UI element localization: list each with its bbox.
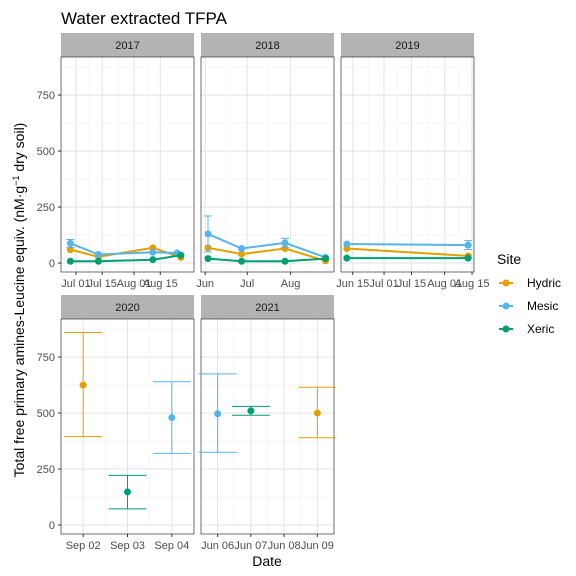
data-point [177,252,184,259]
data-point [149,256,156,263]
x-tick-label: Jul [240,278,254,290]
x-tick-label: Jul 01 [369,278,398,290]
y-tick-label: 250 [37,464,55,476]
legend-items: Hydric Mesic Xeric [499,276,561,336]
panel-background [61,57,194,272]
y-tick-label: 750 [37,90,55,102]
data-point [322,255,329,262]
data-point [80,382,87,389]
data-point [282,239,289,246]
x-tick-label: Jun 09 [301,540,334,552]
legend-item-hydric: Hydric [499,276,561,290]
legend-item-mesic: Mesic [499,299,558,313]
y-tick-label: 0 [49,520,55,532]
data-point [247,407,254,414]
data-point [465,242,472,249]
x-tick-label: Jun [196,278,214,290]
facet-2020: 2020 0 250 500 750 Sep 02 Sep 03 Sep 04 [37,295,194,552]
x-tick-label: Jul 15 [397,278,426,290]
data-point [149,249,156,256]
facet-2018: 2018 Jun Jul Aug [196,33,334,290]
chart-title: Water extracted TFPA [61,9,228,28]
x-tick-label: Sep 02 [66,540,101,552]
y-tick-label: 500 [37,146,55,158]
y-axis-title-suffix: dry soil) [11,123,27,176]
x-tick-label: Jul 15 [88,278,117,290]
facet-strip-label: 2018 [255,40,279,52]
data-point [67,240,74,247]
legend-key-point [503,303,510,310]
svg-text:Total free primary amines-Leuc: Total free primary amines-Leucine equiv.… [11,123,27,478]
legend-label: Mesic [527,299,558,313]
x-axis-title: Date [252,553,282,569]
data-point [95,258,102,265]
legend-key-point [503,280,510,287]
legend: Site Hydric Mesic Xeric [497,251,561,336]
data-point [343,255,350,262]
y-axis-title-unit: g [11,186,27,194]
data-point [282,258,289,265]
x-tick-label: Aug [281,278,301,290]
x-tick-label: Jun 06 [201,540,234,552]
data-point [124,488,131,495]
y-tick-label: 750 [37,352,55,364]
legend-key-point [503,326,510,333]
x-tick-label: Jun 08 [268,540,301,552]
legend-label: Hydric [527,276,561,290]
facet-2021: 2021 Jun 06 Jun 07 Jun 08 Jun 09 [199,295,337,552]
y-axis-title-exponent: −1 [11,176,21,186]
data-point [205,255,212,262]
x-tick-label: Sep 03 [110,540,145,552]
y-tick-label: 500 [37,408,55,420]
x-tick-label: Aug 15 [455,278,490,290]
legend-label: Xeric [527,322,554,336]
facet-strip-label: 2020 [115,302,139,314]
data-point [465,255,472,262]
y-tick-label: 250 [37,202,55,214]
data-point [67,258,74,265]
data-point [314,410,321,417]
x-tick-label: Sep 04 [154,540,189,552]
data-point [95,251,102,258]
y-axis-title-prefix: Total free primary amines-Leucine equiv.… [11,198,27,477]
data-point [238,258,245,265]
y-tick-label: 0 [49,258,55,270]
facet-strip-label: 2019 [395,40,419,52]
legend-item-xeric: Xeric [499,322,554,336]
facet-strip-label: 2017 [115,40,139,52]
x-tick-label: Jun 15 [336,278,369,290]
panel-background [341,57,474,272]
facet-strip-label: 2021 [255,302,279,314]
y-axis-title: Total free primary amines-Leucine equiv.… [11,123,27,478]
data-point [238,245,245,252]
data-point [214,410,221,417]
x-tick-label: Jul 01 [61,278,90,290]
x-tick-label: Jun 07 [234,540,267,552]
data-point [168,414,175,421]
x-tick-label: Aug 15 [143,278,178,290]
data-point [343,241,350,248]
data-point [205,230,212,237]
series-line [347,244,468,245]
legend-title: Site [497,251,521,267]
